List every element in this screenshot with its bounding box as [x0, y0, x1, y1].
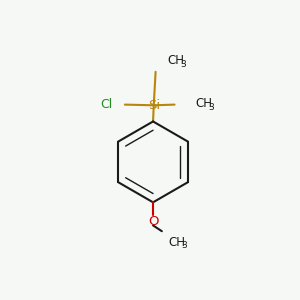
Text: O: O — [148, 215, 158, 229]
Text: 3: 3 — [182, 242, 187, 250]
Text: CH: CH — [195, 98, 212, 110]
Text: Si: Si — [148, 99, 160, 112]
Text: CH: CH — [169, 236, 186, 249]
Text: CH: CH — [168, 54, 184, 67]
Text: 3: 3 — [181, 60, 187, 69]
Text: Cl: Cl — [100, 98, 112, 111]
Text: 3: 3 — [208, 103, 214, 112]
